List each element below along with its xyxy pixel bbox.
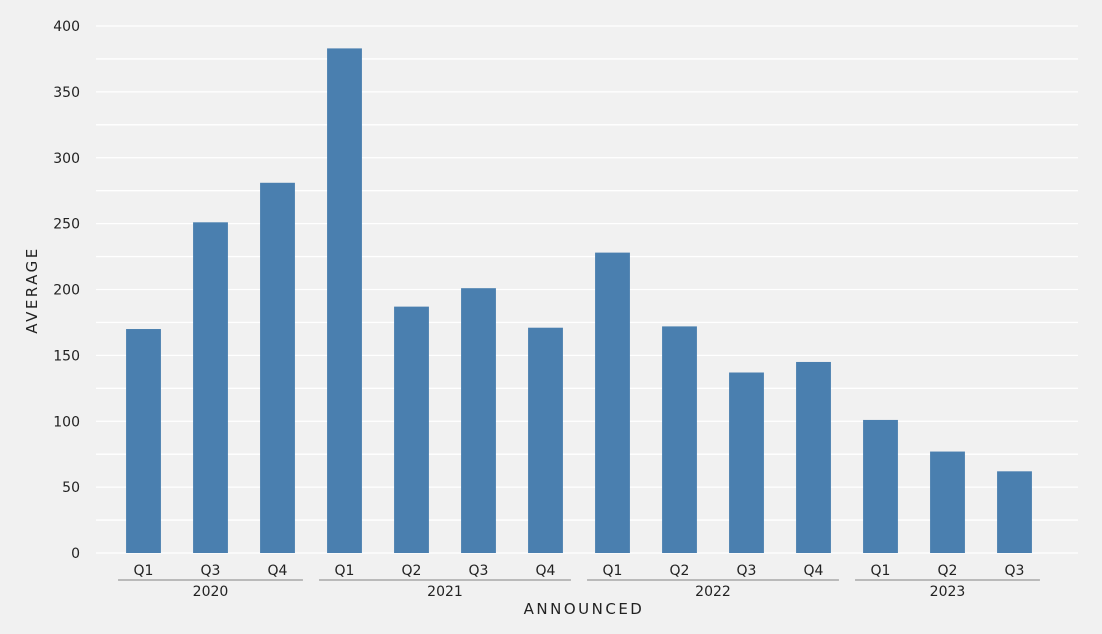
y-tick-label: 250 [53,217,80,233]
bar-2022-q4 [796,361,831,553]
y-tick-label: 150 [53,348,80,364]
y-tick-label: 0 [71,546,80,562]
bar-2022-q2 [662,326,697,553]
y-axis-title: AVERAGE [23,246,41,333]
x-group-label-2023: 2023 [930,584,966,600]
bar-2022-q3 [729,372,764,553]
x-category-label: Q3 [469,563,489,579]
x-category-label: Q3 [1005,563,1025,579]
x-category-label: Q3 [737,563,757,579]
x-category-label: Q1 [134,563,154,579]
y-axis-ticks: 0 50 100 150 200 250 300 350 400 [53,19,80,562]
x-category-label: Q4 [804,563,824,579]
bars [126,48,1032,554]
bar-2021-q1 [327,48,362,554]
bar-2021-q2 [394,306,429,553]
bar-2020-q4 [260,182,295,553]
x-axis-title: ANNOUNCED [524,600,645,618]
x-category-label: Q4 [268,563,288,579]
x-category-label: Q4 [536,563,556,579]
x-category-label: Q1 [335,563,355,579]
x-category-label: Q2 [670,563,690,579]
x-category-label: Q3 [201,563,221,579]
y-tick-label: 50 [62,480,80,496]
bar-2023-q3 [997,471,1032,553]
x-axis-categories: Q1 Q3 Q4 Q1 Q2 Q3 Q4 Q1 Q2 Q3 Q4 Q1 Q2 Q3 [134,563,1025,579]
bar-2020-q1 [126,329,161,553]
bar-2022-q1 [595,252,630,554]
x-category-label: Q2 [402,563,422,579]
x-category-label: Q1 [603,563,623,579]
x-group-label-2021: 2021 [427,584,463,600]
y-tick-label: 400 [53,19,80,35]
x-category-label: Q2 [938,563,958,579]
y-tick-label: 300 [53,151,80,167]
y-tick-label: 100 [53,414,80,430]
bar-2023-q2 [930,451,965,553]
y-tick-label: 200 [53,283,80,299]
bar-2023-q1 [863,419,898,553]
bar-2020-q3 [193,222,228,553]
x-axis-groups: 2020 2021 2022 2023 [118,579,1040,600]
bar-2021-q3 [461,288,496,553]
y-tick-label: 350 [53,85,80,101]
x-category-label: Q1 [871,563,891,579]
bar-2021-q4 [528,327,563,553]
gridlines [96,25,1078,554]
x-group-label-2020: 2020 [193,584,229,600]
x-group-label-2022: 2022 [695,584,731,600]
